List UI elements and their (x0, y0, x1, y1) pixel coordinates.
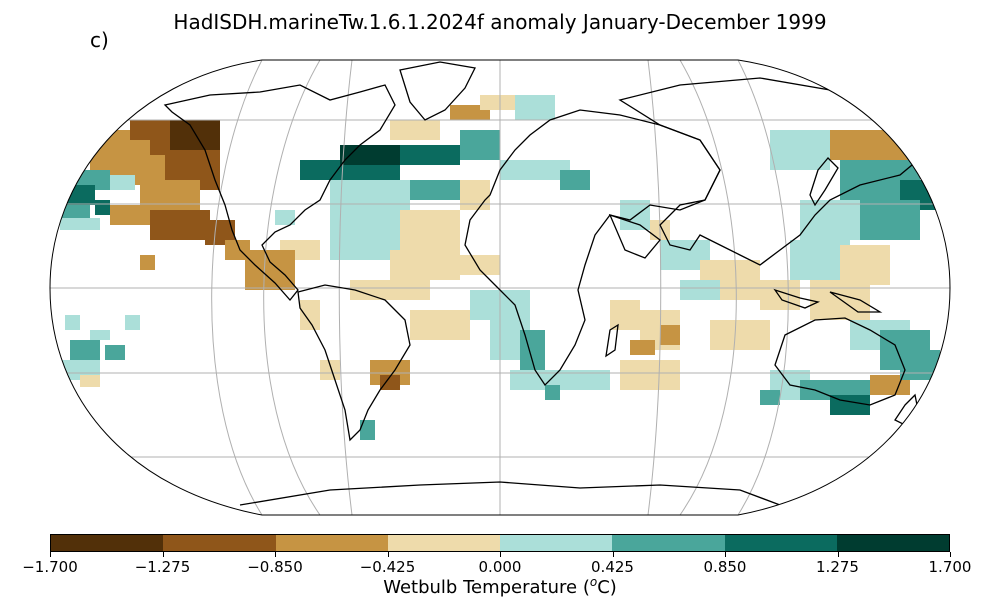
anomaly-cell (620, 200, 650, 230)
colorbar-segment (275, 535, 388, 551)
panel-label: c) (90, 28, 109, 52)
anomaly-cell (390, 120, 440, 140)
colorbar-segment (724, 535, 837, 551)
anomaly-cell (680, 280, 720, 300)
anomaly-cell (150, 210, 210, 240)
anomaly-cell (65, 185, 95, 205)
anomaly-cell (400, 210, 460, 250)
anomaly-cell (70, 340, 100, 360)
anomaly-cell (60, 205, 90, 220)
colorbar (50, 534, 950, 552)
anomaly-cell (460, 130, 500, 160)
anomaly-cell (460, 180, 490, 210)
anomaly-cell (110, 205, 150, 225)
anomaly-cell (95, 200, 110, 215)
colorbar-tick (725, 552, 726, 557)
graticule (50, 60, 950, 515)
anomaly-cell (60, 218, 100, 230)
anomaly-cell (620, 360, 680, 390)
anomaly-cell (830, 130, 910, 160)
anomaly-cell (90, 330, 110, 340)
colorbar-tick-label: 0.850 (703, 558, 747, 576)
anomaly-cell (460, 255, 500, 275)
colorbar-segment (500, 535, 613, 551)
anomaly-cell (515, 95, 555, 120)
anomaly-cell (225, 240, 250, 260)
colorbar-tick (387, 552, 389, 557)
anomaly-cell (125, 315, 140, 330)
anomaly-cell (900, 350, 940, 380)
colorbar-tick-label: −0.850 (247, 558, 303, 576)
anomaly-cell (520, 330, 545, 370)
colorbar-label: Wetbulb Temperature (oC) (383, 575, 617, 598)
anomaly-cell (360, 420, 375, 440)
anomaly-cell (320, 360, 340, 380)
colorbar-tick (50, 552, 51, 557)
colorbar-segment (612, 535, 725, 551)
colorbar-tick (162, 552, 164, 557)
anomaly-cell (390, 250, 460, 280)
anomaly-cell (860, 200, 920, 240)
anomaly-cell (80, 375, 100, 387)
anomaly-grid (50, 60, 950, 515)
anomaly-cell (330, 180, 410, 220)
map-figure (49, 59, 951, 516)
colorbar-tick (275, 552, 276, 557)
globe-outline (49, 59, 951, 516)
anomaly-cell (610, 300, 640, 330)
anomaly-cell (350, 280, 430, 300)
anomaly-cell (710, 320, 770, 350)
coastlines (163, 61, 931, 506)
colorbar-segment (836, 535, 949, 551)
anomaly-cell (400, 145, 460, 165)
colorbar-tick-label: 0.000 (478, 558, 522, 576)
anomaly-cell (110, 175, 135, 190)
anomaly-cell (630, 340, 655, 355)
colorbar-tick-label: 1.275 (816, 558, 859, 576)
anomaly-cell (410, 180, 460, 200)
colorbar-segment (51, 535, 164, 551)
colorbar-tick-label: −1.275 (134, 558, 191, 576)
map-title: HadISDH.marineTw.1.6.1.2024f anomaly Jan… (173, 10, 827, 34)
anomaly-cell (105, 345, 125, 360)
anomaly-cell (760, 280, 800, 310)
anomaly-cell (275, 210, 295, 225)
colorbar-tick-label: 0.425 (591, 558, 634, 576)
anomaly-cell (560, 170, 590, 190)
anomaly-cell (800, 200, 860, 240)
colorbar-tick-label: −0.425 (359, 558, 416, 576)
anomaly-cell (380, 375, 400, 390)
anomaly-cell (330, 220, 400, 260)
anomaly-cell (770, 130, 830, 170)
anomaly-cell (300, 300, 320, 330)
colorbar-tick-label: −1.700 (22, 558, 78, 576)
colorbar-tick (612, 552, 614, 557)
anomaly-cell (340, 145, 410, 165)
colorbar-tick (837, 552, 839, 557)
anomaly-cell (510, 370, 550, 390)
anomaly-cell (410, 310, 470, 340)
anomaly-cell (550, 370, 610, 390)
colorbar-segment (163, 535, 276, 551)
anomaly-cell (245, 250, 295, 290)
anomaly-cell (760, 390, 780, 405)
colorbar-tick (950, 552, 951, 557)
anomaly-cell (840, 245, 890, 285)
colorbar-segment (387, 535, 500, 551)
colorbar-tick (500, 552, 501, 557)
anomaly-cell (545, 385, 560, 400)
anomaly-cell (660, 325, 680, 345)
anomaly-cell (140, 255, 155, 270)
anomaly-cell (65, 315, 80, 330)
colorbar-tick-label: 1.700 (928, 558, 972, 576)
anomaly-cell (500, 160, 570, 180)
